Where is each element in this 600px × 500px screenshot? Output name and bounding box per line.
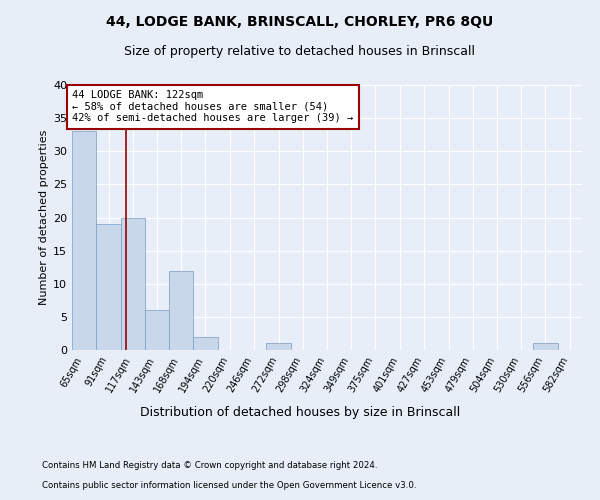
Bar [145,310,169,350]
Bar [97,224,121,350]
Text: Contains HM Land Registry data © Crown copyright and database right 2024.: Contains HM Land Registry data © Crown c… [42,461,377,470]
Y-axis label: Number of detached properties: Number of detached properties [39,130,49,305]
Text: Size of property relative to detached houses in Brinscall: Size of property relative to detached ho… [125,45,476,58]
Text: 44 LODGE BANK: 122sqm
← 58% of detached houses are smaller (54)
42% of semi-deta: 44 LODGE BANK: 122sqm ← 58% of detached … [73,90,354,124]
Text: 44, LODGE BANK, BRINSCALL, CHORLEY, PR6 8QU: 44, LODGE BANK, BRINSCALL, CHORLEY, PR6 … [106,15,494,29]
Bar [169,270,193,350]
Text: Contains public sector information licensed under the Open Government Licence v3: Contains public sector information licen… [42,481,416,490]
Text: Distribution of detached houses by size in Brinscall: Distribution of detached houses by size … [140,406,460,419]
Bar [72,132,97,350]
Bar [266,344,291,350]
Bar [533,344,557,350]
Bar [121,218,145,350]
Bar [193,337,218,350]
